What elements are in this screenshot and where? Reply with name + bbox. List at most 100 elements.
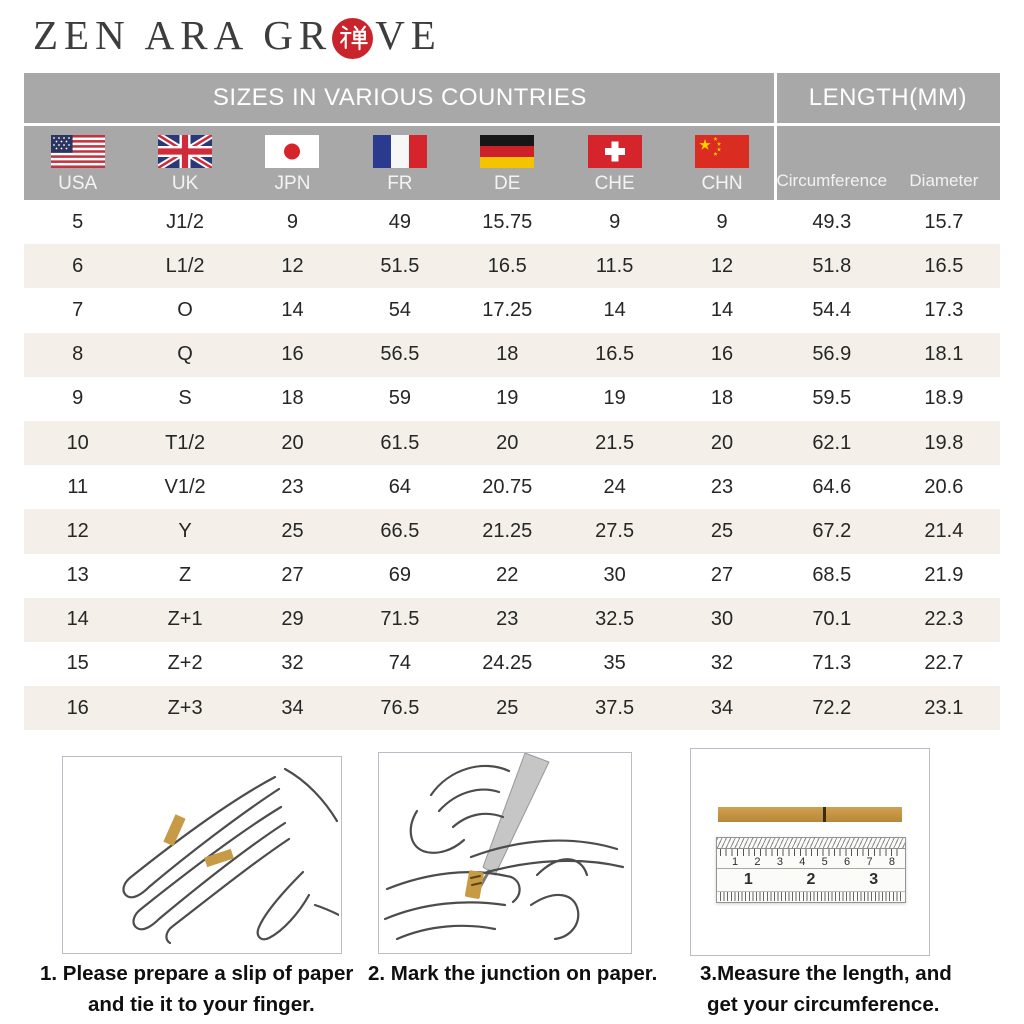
- germany-flag-icon: [480, 135, 535, 168]
- brand-logo: ZEN ARA GR VE: [33, 10, 442, 60]
- table-cell: 8: [72, 343, 84, 366]
- table-row: 14 Z+1 29 71.5 23 32.5 30 70.1 22.3: [24, 597, 1000, 642]
- country-column-che: CHE: [561, 126, 668, 200]
- ruler-number: 1: [732, 856, 739, 868]
- table-flags-row: USA UK: [24, 126, 1000, 200]
- table-cell: 16.5: [595, 343, 635, 366]
- table-cell: 16: [66, 696, 89, 719]
- table-row: 10 T1/2 20 61.5 20 21.5 20 62.1 19.8: [24, 420, 1000, 466]
- table-cell: 76.5: [380, 696, 420, 719]
- table-cell: Z+1: [167, 608, 203, 631]
- uk-flag-icon: [158, 135, 213, 168]
- table-cell: 18: [496, 343, 519, 366]
- usa-flag-icon: [50, 135, 105, 168]
- ruler-number: 1: [743, 871, 753, 888]
- table-cell: 5: [72, 210, 84, 233]
- country-column-chn: CHN: [668, 126, 775, 200]
- table-cell: 7: [72, 298, 84, 321]
- table-cell: 23: [281, 475, 304, 498]
- table-cell: 25: [710, 519, 734, 542]
- table-cell: 68.5: [812, 564, 852, 587]
- table-row: 6 L1/2 12 51.5 16.5 11.5 12 51.8 16.5: [24, 244, 1000, 289]
- table-cell: 32.5: [595, 608, 635, 631]
- table-cell: 15.75: [482, 210, 533, 233]
- ruler-number: 6: [844, 856, 851, 868]
- table-cell: 20: [496, 431, 519, 454]
- table-cell: 9: [286, 210, 299, 233]
- table-cell: 12: [281, 254, 304, 277]
- table-cell: Q: [177, 343, 193, 366]
- table-cell: 71.5: [380, 608, 420, 631]
- table-cell: Z+3: [167, 696, 203, 719]
- ruler-metal-edge: [717, 838, 905, 849]
- country-code-label: FR: [387, 173, 413, 194]
- ruler-number: 4: [799, 856, 806, 868]
- table-header: SIZES IN VARIOUS COUNTRIES LENGTH(MM): [24, 73, 1000, 200]
- table-cell: 14: [66, 608, 89, 631]
- table-cell: 18: [281, 387, 304, 410]
- table-cell: 69: [388, 564, 411, 587]
- table-cell: 20.75: [482, 475, 533, 498]
- table-cell: 9: [72, 387, 84, 410]
- table-cell: 49: [388, 210, 411, 233]
- table-cell: 22.7: [924, 652, 964, 675]
- table-cell: 24: [603, 475, 626, 498]
- junction-mark: [822, 807, 826, 822]
- table-body: 5 J1/2 9 49 15.75 9 9 49.3 15.7 6 L1/2 12 51.5 16.5 11…: [24, 200, 1000, 731]
- country-code-label: CHE: [594, 173, 635, 194]
- table-cell: 18: [710, 387, 734, 410]
- table-cell: 18.1: [924, 343, 964, 366]
- table-cell: 19: [496, 387, 519, 410]
- ruler-inch-ticks: [720, 892, 902, 901]
- table-cell: 6: [72, 254, 84, 277]
- table-cell: 29: [281, 608, 304, 631]
- table-title-sizes: SIZES IN VARIOUS COUNTRIES: [212, 84, 587, 111]
- ruler-number: 8: [888, 856, 895, 868]
- table-cell: 30: [603, 564, 626, 587]
- table-cell: 66.5: [380, 519, 420, 542]
- figure-mark-junction: [378, 752, 632, 954]
- table-cell: 16.5: [924, 254, 964, 277]
- figure-tie-paper: [62, 756, 342, 954]
- table-cell: 9: [716, 210, 728, 233]
- table-cell: 30: [710, 608, 734, 631]
- table-cell: 22.3: [924, 608, 964, 631]
- table-title-row: SIZES IN VARIOUS COUNTRIES LENGTH(MM): [24, 73, 1000, 126]
- china-flag-icon: [695, 135, 750, 168]
- table-cell: 51.8: [812, 254, 852, 277]
- table-cell: 27.5: [595, 519, 635, 542]
- table-cell: 14: [281, 298, 304, 321]
- table-cell: 49.3: [812, 210, 852, 233]
- table-cell: 70.1: [812, 608, 852, 631]
- country-column-usa: USA: [24, 126, 131, 200]
- table-cell: 24.25: [482, 652, 533, 675]
- country-code-label: USA: [58, 173, 98, 194]
- table-row: 7 O 14 54 17.25 14 14 54.4 17.3: [24, 288, 1000, 332]
- ruler-number: 3: [869, 871, 879, 888]
- japan-flag-icon: [265, 135, 320, 168]
- table-row: 13 Z 27 69 22 30 27 68.5 21.9: [24, 554, 1000, 598]
- table-cell: 56.5: [380, 343, 420, 366]
- table-cell: 13: [66, 564, 89, 587]
- table-cell: 17.25: [482, 298, 533, 321]
- table-cell: Z+2: [167, 652, 203, 675]
- table-cell: 16: [281, 343, 304, 366]
- table-cell: 32: [710, 652, 734, 675]
- table-cell: V1/2: [164, 475, 206, 498]
- table-cell: 16.5: [487, 254, 527, 277]
- country-code-label: JPN: [274, 173, 311, 194]
- table-cell: 71.3: [812, 652, 852, 675]
- table-cell: J1/2: [166, 210, 204, 233]
- table-cell: 25: [496, 696, 519, 719]
- table-cell: 23: [710, 475, 734, 498]
- caption-step-3: 3.Measure the length, and get your circu…: [700, 962, 952, 1016]
- table-cell: 27: [710, 564, 734, 587]
- country-code-label: CHN: [701, 173, 743, 194]
- table-cell: 74: [388, 652, 411, 675]
- table-cell: 35: [603, 652, 626, 675]
- table-cell: 11.5: [595, 254, 634, 277]
- table-cell: 22: [496, 564, 519, 587]
- table-cell: 14: [603, 298, 626, 321]
- ruler-inch-numbers: 1 2 3: [717, 869, 905, 892]
